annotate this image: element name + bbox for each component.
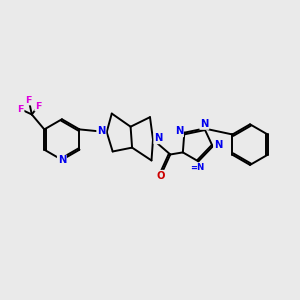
Text: N: N xyxy=(175,127,183,136)
Text: N: N xyxy=(97,126,106,136)
Text: N: N xyxy=(214,140,222,150)
Text: N: N xyxy=(154,134,163,143)
Text: =N: =N xyxy=(190,164,204,172)
Text: F: F xyxy=(17,105,24,114)
Text: N: N xyxy=(200,119,208,129)
Text: F: F xyxy=(35,102,42,111)
Text: O: O xyxy=(157,171,165,181)
Text: N: N xyxy=(58,155,66,166)
Text: F: F xyxy=(26,96,32,105)
